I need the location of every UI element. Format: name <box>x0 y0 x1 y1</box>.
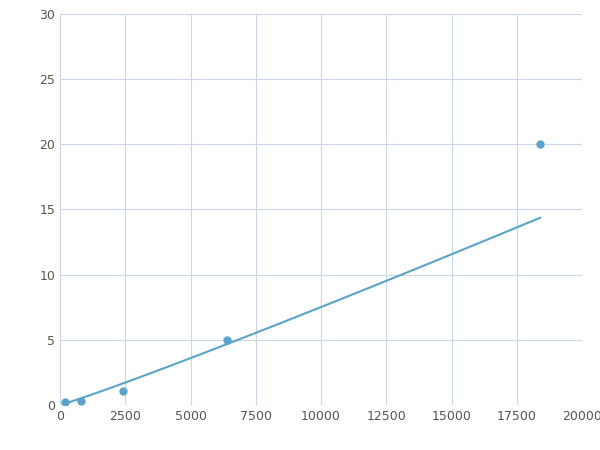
Point <box>118 387 127 394</box>
Point <box>535 140 545 148</box>
Point <box>222 336 232 343</box>
Point <box>76 397 86 405</box>
Point <box>61 399 70 406</box>
